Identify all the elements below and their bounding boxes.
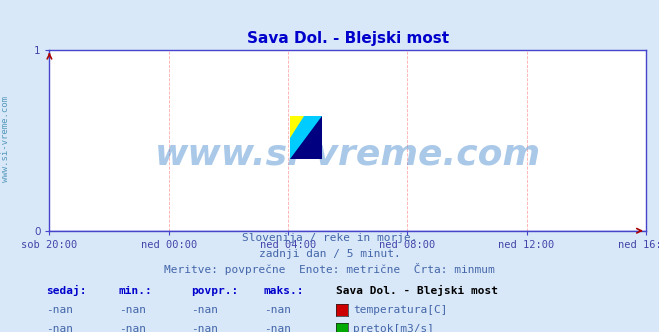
- Text: www.si-vreme.com: www.si-vreme.com: [155, 138, 540, 172]
- Text: min.:: min.:: [119, 286, 152, 296]
- Text: maks.:: maks.:: [264, 286, 304, 296]
- Text: -nan: -nan: [46, 324, 73, 332]
- Text: www.si-vreme.com: www.si-vreme.com: [1, 96, 10, 183]
- Text: -nan: -nan: [191, 324, 218, 332]
- Text: -nan: -nan: [264, 305, 291, 315]
- Title: Sava Dol. - Blejski most: Sava Dol. - Blejski most: [246, 31, 449, 46]
- Polygon shape: [290, 116, 322, 159]
- Polygon shape: [290, 116, 304, 138]
- Text: pretok[m3/s]: pretok[m3/s]: [353, 324, 434, 332]
- Text: -nan: -nan: [46, 305, 73, 315]
- Polygon shape: [290, 116, 322, 159]
- Text: temperatura[C]: temperatura[C]: [353, 305, 447, 315]
- Text: -nan: -nan: [191, 305, 218, 315]
- Text: sedaj:: sedaj:: [46, 285, 86, 296]
- Text: -nan: -nan: [119, 324, 146, 332]
- Text: povpr.:: povpr.:: [191, 286, 239, 296]
- Text: -nan: -nan: [119, 305, 146, 315]
- Text: Sava Dol. - Blejski most: Sava Dol. - Blejski most: [336, 285, 498, 296]
- Text: -nan: -nan: [264, 324, 291, 332]
- Text: zadnji dan / 5 minut.: zadnji dan / 5 minut.: [258, 249, 401, 259]
- Text: Slovenija / reke in morje.: Slovenija / reke in morje.: [242, 233, 417, 243]
- Text: Meritve: povprečne  Enote: metrične  Črta: minmum: Meritve: povprečne Enote: metrične Črta:…: [164, 263, 495, 275]
